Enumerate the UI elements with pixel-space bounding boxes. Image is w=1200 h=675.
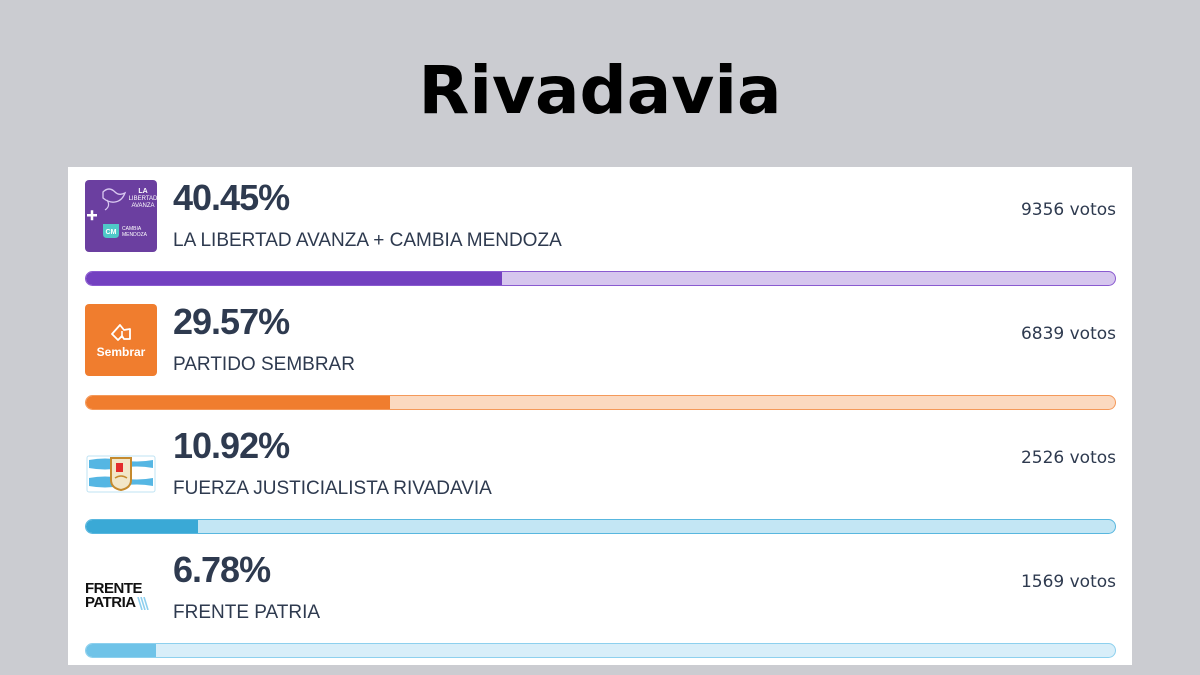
percent-value: 10.92%: [173, 425, 290, 466]
percent-value: 40.45%: [173, 177, 290, 218]
votes-count: 6839 votos: [1020, 324, 1116, 344]
votes-count: 1569 votos: [1020, 572, 1116, 592]
progress-fill: [86, 644, 156, 657]
sembrar-logo-text: Sembrar: [96, 344, 146, 359]
percent-value: 29.57%: [173, 301, 290, 342]
votes-count: 2526 votos: [1020, 448, 1116, 468]
result-row: Sembrar 29.57% PARTIDO SEMBRAR 6839 voto…: [68, 291, 1132, 415]
votes-count: 9356 votos: [1020, 200, 1116, 220]
progress-bar: [85, 519, 1116, 534]
progress-bar: [85, 395, 1116, 410]
svg-text:AVANZA: AVANZA: [131, 203, 154, 209]
result-row: LA LIBERTAD AVANZA CM CAMBIA MENDOZA 40.…: [68, 167, 1132, 291]
svg-text:CM: CM: [106, 229, 117, 236]
result-row: 10.92% FUERZA JUSTICIALISTA RIVADAVIA 25…: [68, 415, 1132, 539]
party-name: FUERZA JUSTICIALISTA RIVADAVIA: [173, 478, 492, 499]
frente-patria-logo-line2: PATRIA: [85, 594, 136, 611]
party-name: FRENTE PATRIA: [173, 602, 321, 623]
party-name: LA LIBERTAD AVANZA + CAMBIA MENDOZA: [173, 230, 562, 251]
progress-bar: [85, 271, 1116, 286]
svg-text:MENDOZA: MENDOZA: [122, 232, 148, 238]
party-name: PARTIDO SEMBRAR: [173, 354, 355, 375]
result-row: FRENTE PATRIA 6.78% FRENTE PATRIA 1569 v…: [68, 539, 1132, 663]
results-card: LA LIBERTAD AVANZA CM CAMBIA MENDOZA 40.…: [68, 167, 1132, 665]
frente-patria-logo-line1: FRENTE: [85, 580, 142, 597]
progress-bar: [85, 643, 1116, 658]
progress-fill: [86, 520, 199, 533]
percent-value: 6.78%: [173, 549, 271, 590]
fuerza-justicialista-flag-logo: [85, 428, 157, 500]
svg-text:LA: LA: [138, 188, 147, 195]
page-title: Rivadavia: [418, 52, 782, 129]
svg-text:LIBERTAD: LIBERTAD: [129, 196, 157, 202]
progress-fill: [86, 396, 391, 409]
svg-text:CAMBIA: CAMBIA: [122, 226, 142, 232]
progress-fill: [86, 272, 503, 285]
la-libertad-avanza-cambia-mendoza-logo: LA LIBERTAD AVANZA CM CAMBIA MENDOZA: [85, 180, 157, 252]
frente-patria-logo: FRENTE PATRIA: [85, 552, 157, 624]
stripes-icon: [136, 596, 149, 610]
sembrar-logo: Sembrar: [85, 304, 157, 376]
sembrar-bird-icon: [111, 323, 131, 341]
